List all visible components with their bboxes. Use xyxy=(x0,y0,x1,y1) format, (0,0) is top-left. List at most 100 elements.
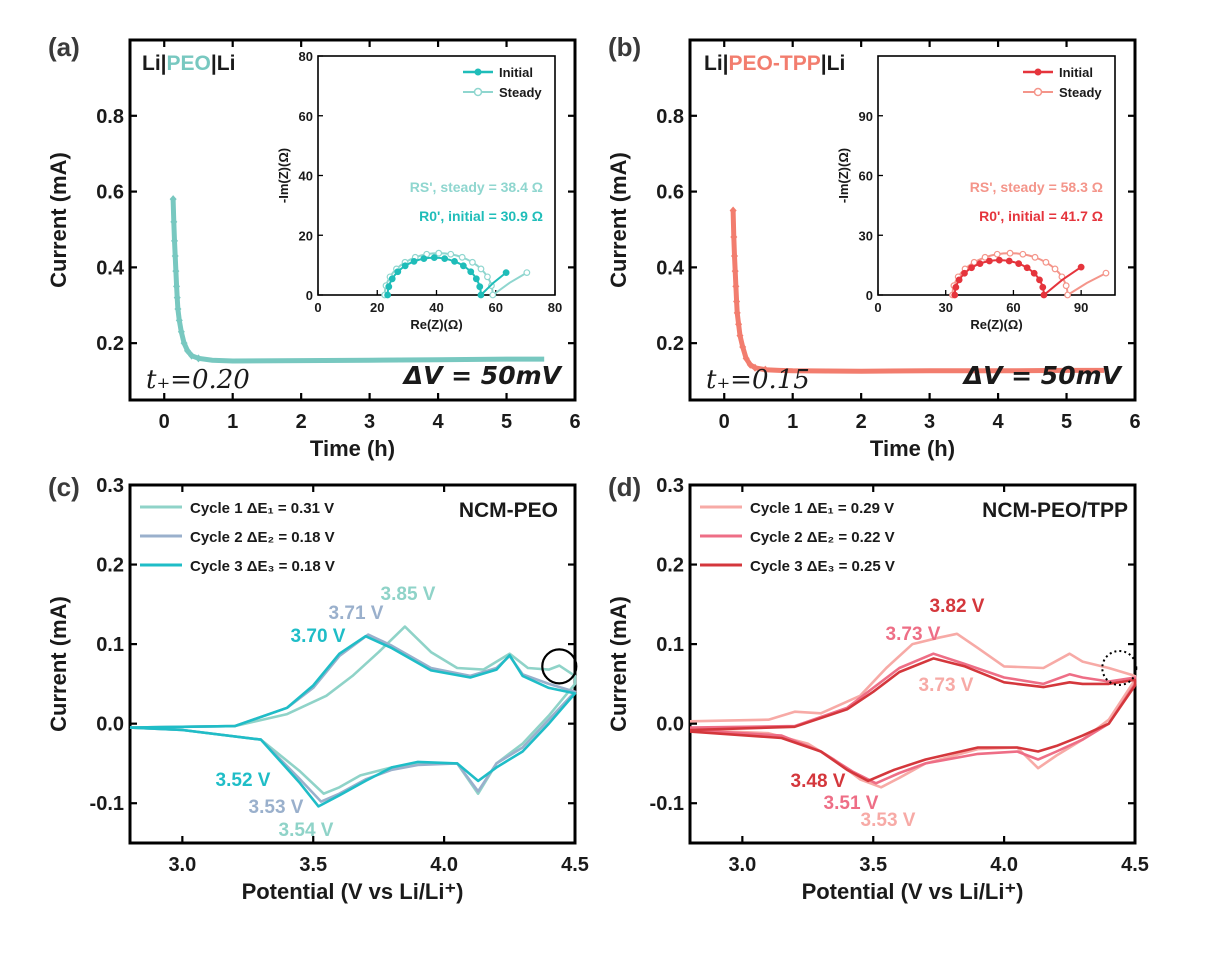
y-tick-label: 0.0 xyxy=(96,714,124,736)
inset-x-axis-label: Re(Z)(Ω) xyxy=(970,317,1022,332)
plot-frame xyxy=(128,483,577,845)
inset-x-tick-label: 0 xyxy=(314,300,321,315)
cv-curve-cycle-3 xyxy=(689,657,1137,783)
steady-nyquist-marker xyxy=(435,249,443,257)
inset-y-axis-label: -Im(Z)(Ω) xyxy=(836,148,851,203)
steady-nyquist-marker xyxy=(1031,253,1039,261)
voltage-step: ΔV = 50mV xyxy=(962,361,1123,390)
inset-y-axis-label: -Im(Z)(Ω) xyxy=(276,148,291,203)
legend-initial-marker xyxy=(1034,68,1042,76)
steady-nyquist-marker xyxy=(1062,282,1070,290)
initial-nyquist-marker xyxy=(420,255,428,262)
y-tick-label: 0.0 xyxy=(656,714,684,736)
steady-nyquist-line xyxy=(383,252,528,297)
data-point xyxy=(177,327,185,336)
panel-label-c: (c) xyxy=(48,472,80,502)
initial-nyquist-marker xyxy=(472,275,480,283)
inset-x-tick-label: 40 xyxy=(429,300,443,315)
initial-nyquist-marker xyxy=(1077,263,1085,271)
transference-number: t₊=0.20 xyxy=(146,365,250,395)
inset-y-tick-label: 0 xyxy=(866,288,873,303)
x-tick-label: 6 xyxy=(1129,411,1140,433)
cell-title-b: Li|PEO-TPP|Li xyxy=(704,52,845,75)
legend-label-cycle-2: Cycle 2 ΔE₂ = 0.22 V xyxy=(750,529,895,546)
steady-nyquist-marker xyxy=(1102,269,1110,277)
y-tick-label: 0.2 xyxy=(96,555,124,577)
steady-nyquist-marker xyxy=(484,273,491,281)
y-axis-label: Current (mA) xyxy=(46,596,71,732)
data-point xyxy=(175,316,183,325)
steady-resistance-note: RS', steady = 58.3 Ω xyxy=(970,179,1103,195)
initial-nyquist-marker xyxy=(441,255,449,262)
data-point xyxy=(731,252,738,260)
data-point xyxy=(173,293,181,302)
steady-nyquist-marker xyxy=(1064,291,1071,299)
initial-nyquist-marker xyxy=(410,257,418,265)
x-tick-label: 3 xyxy=(924,411,935,433)
initial-nyquist-marker xyxy=(477,291,485,299)
legend-label-cycle-3: Cycle 3 ΔE₃ = 0.25 V xyxy=(750,558,895,575)
data-point xyxy=(732,282,740,291)
inset-x-tick-label: 20 xyxy=(370,300,384,315)
initial-nyquist-marker xyxy=(986,257,993,265)
steady-resistance-note: RS', steady = 38.4 Ω xyxy=(410,179,543,195)
data-point xyxy=(729,206,737,215)
initial-nyquist-marker xyxy=(952,283,960,291)
steady-nyquist-marker xyxy=(458,253,466,261)
initial-nyquist-line xyxy=(386,256,507,298)
peak-label: 3.53 V xyxy=(861,810,916,831)
axes-a: 0 1 2 3 4 5 6 0.2 0.4 0.6 0.8 Time (h) Current (mA) xyxy=(46,38,581,461)
steady-nyquist-marker xyxy=(469,258,476,266)
x-tick-label: 0 xyxy=(159,411,170,433)
panel-label-b: (b) xyxy=(608,32,641,62)
data-point xyxy=(730,233,738,242)
data-point xyxy=(733,297,741,306)
initial-nyquist-marker xyxy=(995,256,1003,264)
x-tick-label: 1 xyxy=(787,411,798,433)
y-tick-label: 0.2 xyxy=(96,333,124,355)
legend-steady-marker xyxy=(473,87,483,97)
axes-c: 3.0 3.5 4.0 4.5 -0.1 0.0 0.1 0.2 0.3 Potential (V… xyxy=(46,475,589,904)
peak-label: 3.48 V xyxy=(791,771,846,792)
legend-label-cycle-1: Cycle 1 ΔE₁ = 0.29 V xyxy=(750,500,894,517)
legend-steady-label: Steady xyxy=(1059,85,1102,100)
cv-curve-cycle-1 xyxy=(129,625,577,795)
inset-x-tick-label: 80 xyxy=(548,300,562,315)
cv-curve-cycle-3 xyxy=(129,634,577,808)
data-point xyxy=(173,282,181,291)
peak-label: 3.54 V xyxy=(279,820,334,841)
data-point xyxy=(742,354,750,363)
data-point xyxy=(736,331,744,340)
peak-label: 3.52 V xyxy=(216,770,271,791)
initial-nyquist-marker xyxy=(968,264,975,272)
peak-label: 3.73 V xyxy=(886,624,941,645)
legend-steady-marker xyxy=(1033,87,1043,97)
series-a xyxy=(169,195,545,364)
initial-nyquist-marker xyxy=(1023,264,1031,272)
y-tick-label: 0.6 xyxy=(656,182,684,204)
initial-nyquist-marker xyxy=(976,260,984,267)
data-point xyxy=(171,252,179,260)
data-point xyxy=(184,346,192,355)
initial-nyquist-marker xyxy=(467,268,475,276)
inset-x-axis-label: Re(Z)(Ω) xyxy=(410,317,462,332)
series-b xyxy=(729,206,1105,374)
cv-title-d: NCM-PEO/TPP xyxy=(982,499,1128,522)
transference-number: t₊=0.15 xyxy=(706,365,810,395)
peak-label: 3.73 V xyxy=(919,675,974,696)
data-point xyxy=(180,339,188,348)
peak-label: 3.53 V xyxy=(249,797,304,818)
initial-nyquist-marker xyxy=(955,276,963,284)
initial-nyquist-marker xyxy=(430,254,438,262)
x-tick-label: 3.5 xyxy=(859,854,887,876)
initial-nyquist-marker xyxy=(459,262,467,270)
initial-nyquist-line xyxy=(953,259,1082,297)
steady-nyquist-marker xyxy=(477,265,485,273)
initial-resistance-note: R0', initial = 30.9 Ω xyxy=(419,208,543,224)
highlight-circle xyxy=(1101,649,1138,686)
legend-initial-label: Initial xyxy=(499,65,533,80)
data-point xyxy=(172,267,180,276)
y-tick-label: 0.3 xyxy=(656,475,684,497)
x-tick-label: 3.0 xyxy=(728,854,756,876)
y-tick-label: -0.1 xyxy=(90,793,124,815)
